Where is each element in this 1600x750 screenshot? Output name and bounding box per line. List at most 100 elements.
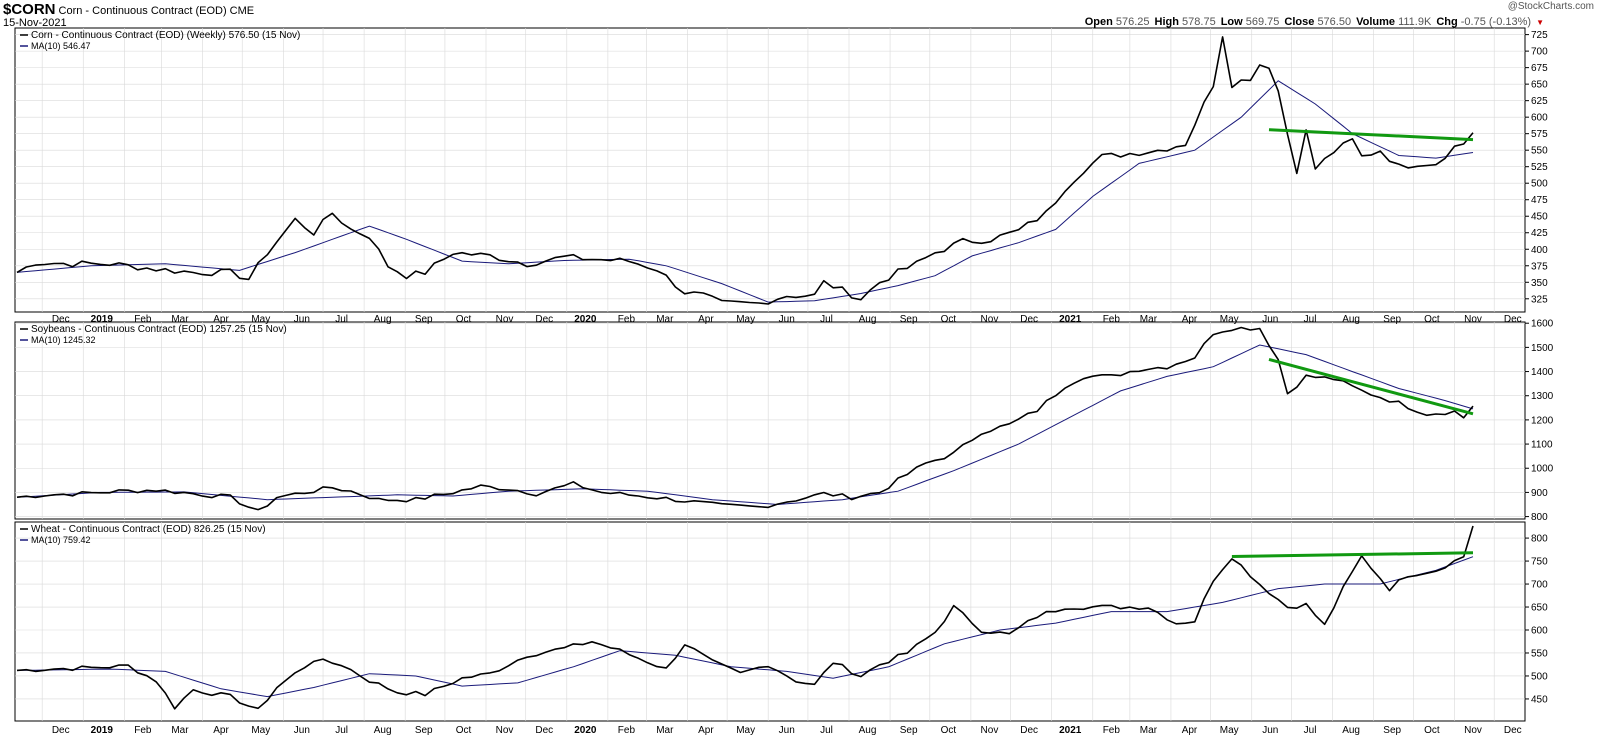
ohlc-label-high: High — [1154, 16, 1183, 28]
y-tick-label: 600 — [1531, 113, 1548, 124]
x-tick-label: May — [736, 314, 755, 325]
x-tick-label: Aug — [1342, 314, 1360, 325]
panel-frame — [14, 27, 1526, 313]
change-down-icon: ▼ — [1536, 18, 1544, 27]
ohlc-value-low: 569.75 — [1245, 16, 1280, 28]
y-tick-label: 575 — [1531, 129, 1548, 140]
x-tick-label: Apr — [213, 725, 229, 736]
x-tick-label: May — [1220, 314, 1239, 325]
legend-price-label: Corn - Continuous Contract (EOD) (Weekly… — [31, 30, 300, 41]
y-tick-label: 400 — [1531, 245, 1548, 256]
y-tick-label: 800 — [1531, 512, 1548, 523]
x-tick-label: Nov — [496, 725, 514, 736]
y-tick-label: 675 — [1531, 63, 1548, 74]
ma-line — [16, 344, 1474, 506]
x-tick-label: Mar — [656, 314, 674, 325]
y-tick-label: 550 — [1531, 648, 1548, 659]
legend-price-label: Wheat - Continuous Contract (EOD) 826.25… — [31, 524, 266, 535]
price-line — [16, 326, 1474, 511]
x-tick-label: Jul — [820, 725, 833, 736]
x-tick-label: Jul — [1304, 314, 1317, 325]
x-tick-label: Jun — [1262, 314, 1278, 325]
x-tick-label: 2021 — [1059, 725, 1082, 736]
x-tick-label: Feb — [1103, 725, 1121, 736]
x-tick-label: Apr — [1182, 314, 1198, 325]
ohlc-readout: Open 576.25 High 578.75 Low 569.75 Close 57… — [1085, 16, 1544, 28]
ohlc-label-close: Close — [1284, 16, 1318, 28]
y-tick-label: 725 — [1531, 30, 1548, 41]
x-tick-label: Dec — [535, 725, 553, 736]
x-tick-label: Nov — [981, 725, 999, 736]
panel-frame — [14, 321, 1526, 520]
x-tick-label: Apr — [698, 314, 714, 325]
x-tick-label: Dec — [1504, 314, 1522, 325]
x-tick-label: Dec — [1020, 314, 1038, 325]
x-tick-label: Jul — [820, 314, 833, 325]
y-tick-label: 1200 — [1531, 415, 1554, 426]
x-tick-label: Dec — [52, 314, 70, 325]
x-tick-label: Aug — [1342, 725, 1360, 736]
x-tick-label: Jun — [294, 314, 310, 325]
ohlc-value-open: 576.25 — [1115, 16, 1150, 28]
y-tick-label: 800 — [1531, 534, 1548, 545]
y-tick-label: 1300 — [1531, 391, 1554, 402]
symbol-ticker: $CORN — [3, 1, 56, 18]
x-tick-label: May — [736, 725, 755, 736]
x-tick-label: Jun — [779, 725, 795, 736]
x-tick-label: Feb — [618, 725, 636, 736]
x-tick-label: Sep — [415, 725, 433, 736]
legend-ma-label: MA(10) 546.47 — [31, 41, 91, 51]
y-tick-label: 500 — [1531, 671, 1548, 682]
ohlc-label-open: Open — [1084, 16, 1116, 28]
x-tick-label: Mar — [171, 314, 189, 325]
x-tick-label: Oct — [941, 725, 957, 736]
y-tick-label: 650 — [1531, 80, 1548, 91]
panel-legend: Wheat - Continuous Contract (EOD) 826.25… — [20, 524, 266, 545]
ohlc-value-high: 578.75 — [1182, 16, 1216, 28]
symbol-description: Corn - Continuous Contract (EOD) CME — [58, 5, 255, 17]
y-tick-label: 1100 — [1531, 440, 1553, 451]
x-tick-label: Mar — [171, 725, 189, 736]
x-tick-label: Nov — [496, 314, 514, 325]
ohlc-label-low: Low — [1220, 16, 1246, 28]
legend-ma-label: MA(10) 759.42 — [31, 535, 91, 545]
x-tick-label: May — [251, 314, 270, 325]
x-tick-label: May — [251, 725, 270, 736]
x-tick-label: Oct — [456, 725, 472, 736]
x-tick-label: Sep — [1383, 725, 1401, 736]
y-tick-label: 325 — [1531, 294, 1548, 305]
x-tick-label: Apr — [213, 314, 229, 325]
x-tick-label: 2020 — [574, 314, 597, 325]
panel-legend: Soybeans - Continuous Contract (EOD) 125… — [20, 324, 287, 345]
y-tick-label: 1500 — [1531, 343, 1554, 354]
y-tick-label: 1000 — [1531, 464, 1554, 475]
x-tick-label: Oct — [1424, 725, 1440, 736]
x-tick-label: Feb — [134, 725, 152, 736]
x-tick-label: Sep — [415, 314, 433, 325]
x-tick-label: Oct — [941, 314, 957, 325]
x-tick-label: Feb — [618, 314, 636, 325]
y-tick-label: 375 — [1531, 261, 1548, 272]
y-tick-label: 350 — [1531, 278, 1548, 289]
trendline — [1268, 128, 1474, 142]
x-tick-label: Sep — [900, 725, 918, 736]
y-tick-label: 650 — [1531, 603, 1548, 614]
y-tick-label: 450 — [1531, 694, 1548, 705]
ohlc-value-volume: 111.9K — [1398, 16, 1432, 28]
chart-panel-3: 450 500 550 600 650 700 750 800 Wheat - Continuo… — [14, 521, 1548, 722]
x-tick-label: Oct — [1424, 314, 1440, 325]
x-tick-label: Nov — [981, 314, 999, 325]
y-tick-label: 450 — [1531, 212, 1548, 223]
price-line — [16, 525, 1474, 710]
y-tick-label: 500 — [1531, 179, 1548, 190]
x-tick-label: Oct — [456, 314, 472, 325]
y-tick-label: 550 — [1531, 146, 1548, 157]
x-tick-label: Dec — [535, 314, 553, 325]
y-tick-label: 625 — [1531, 96, 1548, 107]
ohlc-value-close: 576.50 — [1317, 16, 1352, 28]
ohlc-value-chg: -0.75 (-0.13%) — [1460, 16, 1532, 28]
chart-panel-2: 800 900 1000 1100 1200 1300 1400 1500 1600 Soybea… — [14, 319, 1554, 523]
x-tick-label: Sep — [900, 314, 918, 325]
x-tick-label: Mar — [1140, 314, 1158, 325]
